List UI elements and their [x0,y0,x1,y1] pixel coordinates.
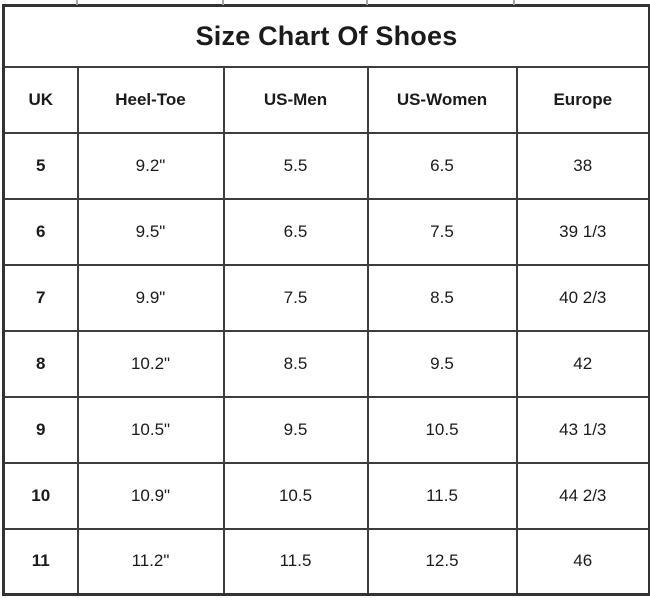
cell-europe: 43 1/3 [515,395,650,464]
table-header-row: UK Heel-Toe US-Men US-Women Europe [2,65,650,134]
cell-us-women: 12.5 [366,527,518,596]
grid-line-artifact [513,0,515,5]
column-header: Europe [515,65,650,134]
page-title: Size Chart Of Shoes [2,4,650,68]
table-row: 7 9.9" 7.5 8.5 40 2/3 [2,263,650,332]
table-row: 8 10.2" 8.5 9.5 42 [2,329,650,398]
title-row: Size Chart Of Shoes [2,4,650,68]
cell-us-women: 6.5 [366,131,518,200]
cell-uk: 9 [2,395,79,464]
cell-us-women: 10.5 [366,395,518,464]
cell-heel-toe: 10.2" [76,329,225,398]
cell-uk: 11 [2,527,79,596]
column-header: US-Men [222,65,369,134]
table-row: 10 10.9" 10.5 11.5 44 2/3 [2,461,650,530]
cell-us-women: 11.5 [366,461,518,530]
cell-heel-toe: 9.2" [76,131,225,200]
grid-line-artifact [366,0,368,5]
cell-uk: 8 [2,329,79,398]
column-header: US-Women [366,65,518,134]
cell-us-women: 7.5 [366,197,518,266]
table-row: 5 9.2" 5.5 6.5 38 [2,131,650,200]
grid-line-artifact [76,0,78,5]
cell-europe: 40 2/3 [515,263,650,332]
cell-us-men: 8.5 [222,329,369,398]
table-row: 9 10.5" 9.5 10.5 43 1/3 [2,395,650,464]
cell-us-men: 9.5 [222,395,369,464]
cell-heel-toe: 10.5" [76,395,225,464]
table-row: 11 11.2" 11.5 12.5 46 [2,527,650,596]
cell-us-women: 9.5 [366,329,518,398]
cell-europe: 46 [515,527,650,596]
cell-europe: 39 1/3 [515,197,650,266]
column-header: Heel-Toe [76,65,225,134]
cell-heel-toe: 9.9" [76,263,225,332]
cell-us-men: 6.5 [222,197,369,266]
column-header: UK [2,65,79,134]
table-row: 6 9.5" 6.5 7.5 39 1/3 [2,197,650,266]
cell-us-men: 5.5 [222,131,369,200]
cell-europe: 44 2/3 [515,461,650,530]
cell-uk: 10 [2,461,79,530]
size-chart-table: Size Chart Of Shoes UK Heel-Toe US-Men U… [2,4,650,596]
cell-us-men: 11.5 [222,527,369,596]
cell-us-women: 8.5 [366,263,518,332]
cell-heel-toe: 9.5" [76,197,225,266]
cell-heel-toe: 10.9" [76,461,225,530]
cell-heel-toe: 11.2" [76,527,225,596]
cell-uk: 5 [2,131,79,200]
cell-europe: 38 [515,131,650,200]
grid-line-artifact [222,0,224,5]
table-body: 5 9.2" 5.5 6.5 38 6 9.5" 6.5 7.5 39 1/3 … [2,131,650,596]
cell-uk: 7 [2,263,79,332]
cell-uk: 6 [2,197,79,266]
cell-us-men: 10.5 [222,461,369,530]
cell-us-men: 7.5 [222,263,369,332]
cell-europe: 42 [515,329,650,398]
